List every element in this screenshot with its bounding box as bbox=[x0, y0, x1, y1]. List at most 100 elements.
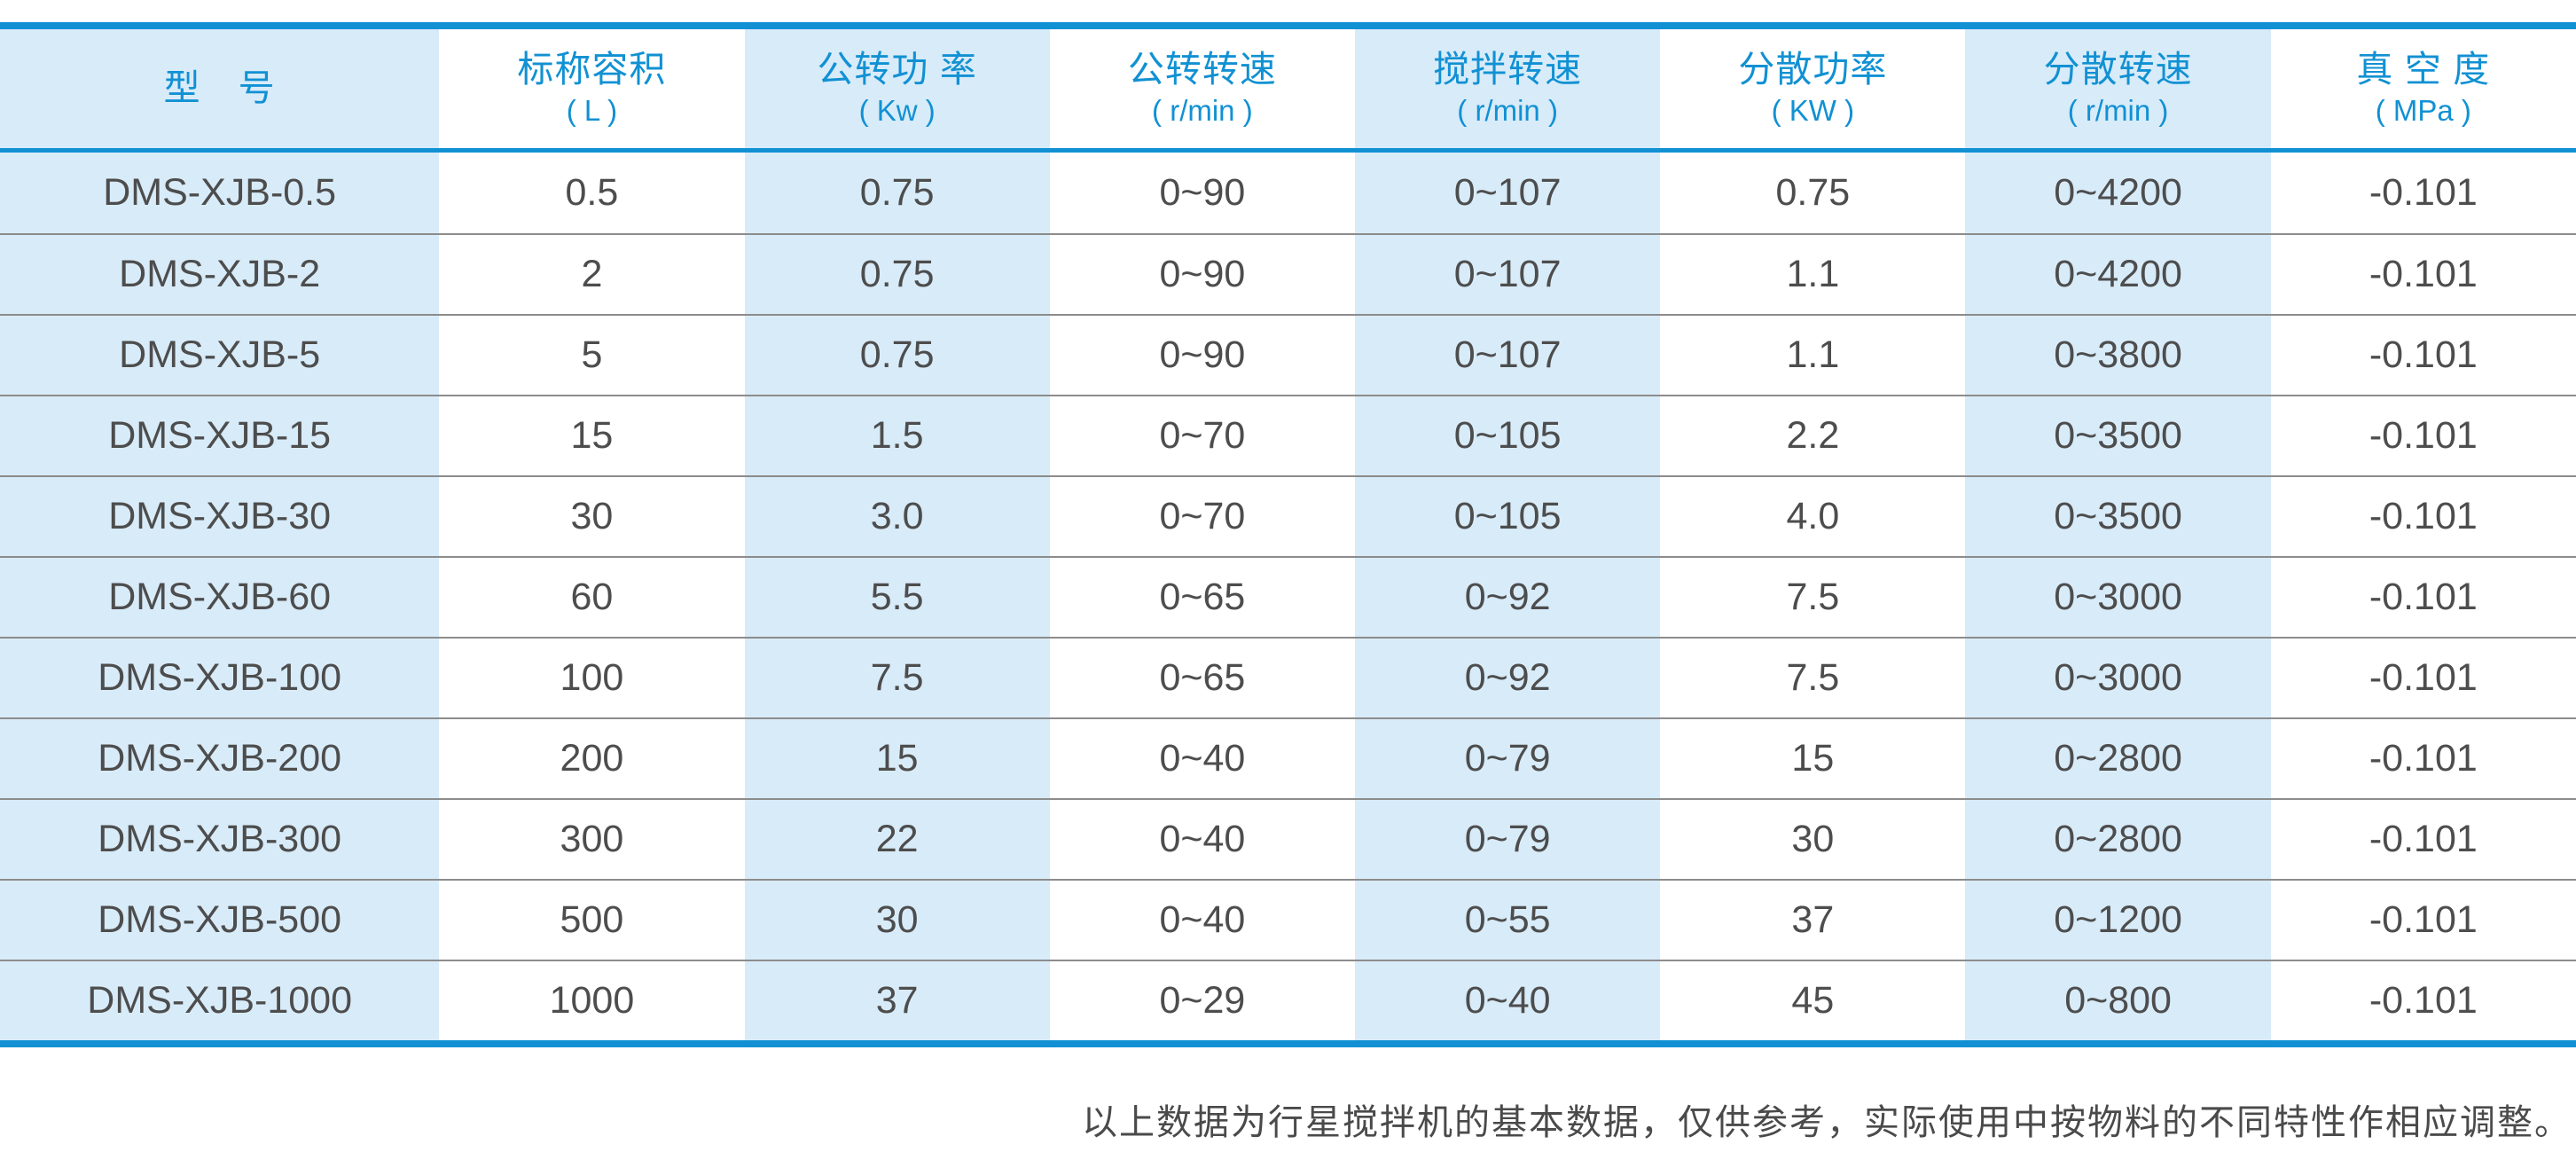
cell-revolution-speed: 0~70 bbox=[1159, 495, 1246, 537]
cell-capacity: 5 bbox=[581, 333, 603, 376]
table-row: DMS-XJB-1000 1000 37 0~29 0~40 45 0~800 … bbox=[0, 960, 2576, 1040]
cell-revolution-power: 5.5 bbox=[744, 558, 1050, 637]
column-header-revolution-speed: 公转转速 ( r/min ) bbox=[1050, 29, 1355, 148]
table-row: DMS-XJB-0.5 0.5 0.75 0~90 0~107 0.75 0~4… bbox=[0, 153, 2576, 233]
table-row: DMS-XJB-5 5 0.75 0~90 0~107 1.1 0~3800 -… bbox=[0, 314, 2576, 395]
column-unit: ( KW ) bbox=[1771, 94, 1855, 128]
cell-revolution-speed: 0~40 bbox=[1159, 818, 1246, 860]
column-title: 分散转速 bbox=[2043, 49, 2193, 90]
cell-model: DMS-XJB-1000 bbox=[0, 961, 440, 1040]
cell-capacity: 2 bbox=[581, 253, 603, 295]
column-title: 型 号 bbox=[163, 67, 276, 109]
cell-dispersion-speed: 0~2800 bbox=[1965, 800, 2271, 879]
cell-stirring-speed: 0~92 bbox=[1355, 558, 1661, 637]
cell-vacuum: -0.101 bbox=[2369, 818, 2478, 860]
column-header-capacity: 标称容积 ( L ) bbox=[439, 29, 744, 148]
cell-capacity: 200 bbox=[560, 737, 624, 780]
cell-revolution-power: 0.75 bbox=[744, 316, 1050, 395]
cell-revolution-power: 15 bbox=[744, 719, 1050, 798]
cell-capacity: 15 bbox=[570, 414, 614, 457]
column-header-dispersion-speed: 分散转速 ( r/min ) bbox=[1965, 29, 2271, 148]
cell-capacity: 1000 bbox=[549, 979, 635, 1022]
cell-dispersion-speed: 0~3500 bbox=[1965, 396, 2271, 475]
table-row: DMS-XJB-30 30 3.0 0~70 0~105 4.0 0~3500 … bbox=[0, 475, 2576, 556]
column-unit: ( Kw ) bbox=[858, 94, 936, 128]
cell-stirring-speed: 0~107 bbox=[1355, 153, 1661, 233]
cell-revolution-speed: 0~40 bbox=[1159, 898, 1246, 941]
cell-model: DMS-XJB-2 bbox=[0, 235, 440, 314]
cell-dispersion-power: 1.1 bbox=[1786, 253, 1840, 295]
cell-dispersion-power: 7.5 bbox=[1786, 656, 1840, 699]
cell-vacuum: -0.101 bbox=[2369, 898, 2478, 941]
column-title: 公转功 率 bbox=[817, 49, 977, 90]
cell-dispersion-speed: 0~3500 bbox=[1965, 477, 2271, 556]
cell-capacity: 500 bbox=[560, 898, 624, 941]
cell-dispersion-speed: 0~3000 bbox=[1965, 558, 2271, 637]
cell-stirring-speed: 0~105 bbox=[1355, 477, 1661, 556]
cell-dispersion-speed: 0~3800 bbox=[1965, 316, 2271, 395]
cell-model: DMS-XJB-500 bbox=[0, 881, 440, 960]
cell-revolution-power: 3.0 bbox=[744, 477, 1050, 556]
cell-vacuum: -0.101 bbox=[2369, 576, 2478, 618]
cell-model: DMS-XJB-60 bbox=[0, 558, 440, 637]
table-footnote: 以上数据为行星搅拌机的基本数据，仅供参考，实际使用中按物料的不同特性作相应调整。 bbox=[1082, 1102, 2572, 1143]
cell-dispersion-power: 1.1 bbox=[1786, 333, 1840, 376]
cell-revolution-speed: 0~29 bbox=[1159, 979, 1246, 1022]
cell-revolution-speed: 0~90 bbox=[1159, 253, 1246, 295]
table-row: DMS-XJB-60 60 5.5 0~65 0~92 7.5 0~3000 -… bbox=[0, 556, 2576, 637]
cell-dispersion-power: 15 bbox=[1791, 737, 1835, 780]
cell-capacity: 30 bbox=[570, 495, 614, 537]
cell-stirring-speed: 0~105 bbox=[1355, 396, 1661, 475]
cell-dispersion-power: 2.2 bbox=[1786, 414, 1840, 457]
cell-stirring-speed: 0~107 bbox=[1355, 235, 1661, 314]
cell-revolution-speed: 0~90 bbox=[1159, 333, 1246, 376]
table-body: DMS-XJB-0.5 0.5 0.75 0~90 0~107 0.75 0~4… bbox=[0, 153, 2576, 1040]
column-unit: ( L ) bbox=[566, 94, 618, 128]
cell-vacuum: -0.101 bbox=[2369, 414, 2478, 457]
column-title: 分散功率 bbox=[1738, 49, 1888, 90]
cell-stirring-speed: 0~55 bbox=[1355, 881, 1661, 960]
table-header-row: 型 号 标称容积 ( L ) 公转功 率 ( Kw ) 公转转速 ( r/min… bbox=[0, 29, 2576, 153]
column-unit: ( MPa ) bbox=[2375, 94, 2471, 128]
cell-model: DMS-XJB-100 bbox=[0, 639, 440, 717]
cell-capacity: 300 bbox=[560, 818, 624, 860]
column-title: 真 空 度 bbox=[2356, 49, 2491, 90]
cell-revolution-power: 0.75 bbox=[744, 235, 1050, 314]
cell-revolution-power: 37 bbox=[744, 961, 1050, 1040]
cell-model: DMS-XJB-30 bbox=[0, 477, 440, 556]
cell-dispersion-speed: 0~1200 bbox=[1965, 881, 2271, 960]
cell-dispersion-speed: 0~4200 bbox=[1965, 235, 2271, 314]
cell-dispersion-power: 0.75 bbox=[1775, 171, 1851, 214]
cell-capacity: 100 bbox=[560, 656, 624, 699]
cell-dispersion-power: 7.5 bbox=[1786, 576, 1840, 618]
cell-vacuum: -0.101 bbox=[2369, 979, 2478, 1022]
column-header-stirring-speed: 搅拌转速 ( r/min ) bbox=[1355, 29, 1661, 148]
cell-dispersion-power: 30 bbox=[1791, 818, 1835, 860]
cell-capacity: 60 bbox=[570, 576, 614, 618]
cell-stirring-speed: 0~79 bbox=[1355, 800, 1661, 879]
cell-dispersion-speed: 0~4200 bbox=[1965, 153, 2271, 233]
cell-dispersion-power: 4.0 bbox=[1786, 495, 1840, 537]
cell-vacuum: -0.101 bbox=[2369, 737, 2478, 780]
cell-stirring-speed: 0~79 bbox=[1355, 719, 1661, 798]
cell-revolution-speed: 0~40 bbox=[1159, 737, 1246, 780]
table-row: DMS-XJB-200 200 15 0~40 0~79 15 0~2800 -… bbox=[0, 717, 2576, 798]
cell-vacuum: -0.101 bbox=[2369, 656, 2478, 699]
cell-revolution-power: 7.5 bbox=[744, 639, 1050, 717]
cell-model: DMS-XJB-300 bbox=[0, 800, 440, 879]
cell-revolution-power: 22 bbox=[744, 800, 1050, 879]
cell-revolution-power: 30 bbox=[744, 881, 1050, 960]
cell-dispersion-speed: 0~800 bbox=[1965, 961, 2271, 1040]
column-header-revolution-power: 公转功 率 ( Kw ) bbox=[744, 29, 1050, 148]
cell-vacuum: -0.101 bbox=[2369, 253, 2478, 295]
cell-dispersion-speed: 0~3000 bbox=[1965, 639, 2271, 717]
cell-revolution-speed: 0~65 bbox=[1159, 576, 1246, 618]
column-unit: ( r/min ) bbox=[1457, 94, 1558, 128]
cell-capacity: 0.5 bbox=[565, 171, 619, 214]
cell-stirring-speed: 0~40 bbox=[1355, 961, 1661, 1040]
cell-model: DMS-XJB-5 bbox=[0, 316, 440, 395]
cell-vacuum: -0.101 bbox=[2369, 333, 2478, 376]
spec-table: 型 号 标称容积 ( L ) 公转功 率 ( Kw ) 公转转速 ( r/min… bbox=[0, 22, 2576, 1047]
cell-vacuum: -0.101 bbox=[2369, 171, 2478, 214]
cell-model: DMS-XJB-15 bbox=[0, 396, 440, 475]
